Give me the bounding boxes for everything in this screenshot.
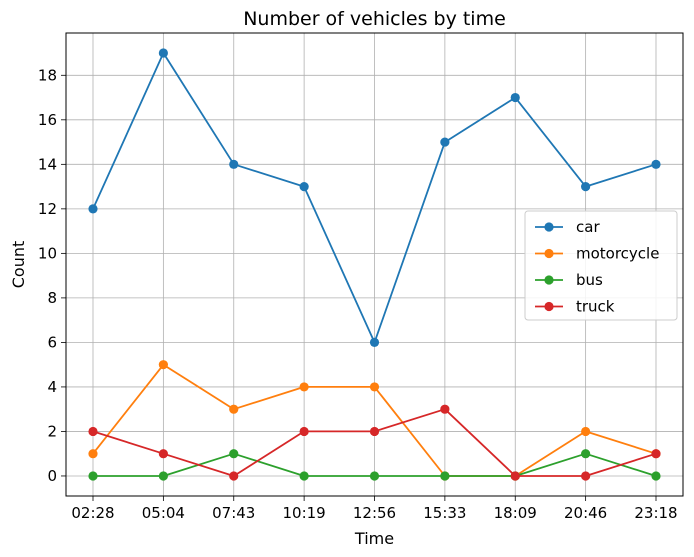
series-bus [88,449,661,481]
data-point-truck [369,426,380,437]
data-point-car [651,159,661,169]
data-point-car [581,181,591,192]
x-tick-label: 12:56 [353,504,396,522]
data-point-bus [88,471,98,481]
x-tick-label: 07:43 [212,504,255,522]
data-point-truck [510,471,520,481]
legend-box [524,210,678,321]
x-axis-label: Time [354,529,394,548]
x-axis-ticks: 02:28 05:04 07:43 10:19 12:56 15:33 18:09 20:46… [71,496,678,522]
y-tick-label: 2 [47,422,57,440]
legend-entry-bus: bus [535,271,603,289]
data-point-motorcycle [158,360,168,370]
legend: car motorcycle bus truck [524,210,678,321]
legend-label: car [576,218,600,236]
y-tick-label: 12 [38,200,57,218]
y-tick-label: 18 [38,66,57,84]
data-point-truck [299,426,309,437]
data-point-bus [158,471,168,481]
legend-marker [544,275,554,285]
x-tick-label: 23:18 [634,504,677,522]
y-tick-label: 4 [47,378,57,396]
legend-marker [544,301,554,312]
series-truck [88,404,661,481]
legend-marker [544,222,554,232]
y-tick-label: 8 [47,289,57,307]
y-tick-label: 14 [38,155,57,173]
data-point-bus [299,471,309,481]
y-tick-label: 16 [38,111,57,129]
data-point-car [369,337,380,348]
data-point-motorcycle [299,382,309,392]
y-axis-label: Count [9,241,28,289]
legend-entry-car: car [535,218,600,236]
chart-title: Number of vehicles by time [243,8,506,30]
x-tick-label: 15:33 [423,504,466,522]
data-point-bus [581,449,591,459]
x-tick-label: 10:19 [283,504,326,522]
data-point-car [158,48,168,58]
data-point-truck [581,471,591,481]
data-point-car [88,204,98,214]
data-point-truck [88,426,98,437]
legend-entry-truck: truck [535,298,615,316]
data-point-car [510,92,520,103]
y-tick-label: 10 [38,244,57,262]
legend-label: motorcycle [576,245,659,263]
data-point-truck [229,471,239,481]
data-point-car [299,181,309,192]
series-group [88,48,661,481]
data-point-truck [651,449,661,459]
data-point-motorcycle [369,382,380,392]
y-tick-label: 6 [47,333,57,351]
data-point-bus [229,449,239,459]
x-tick-label: 20:46 [564,504,607,522]
data-point-car [229,159,239,169]
data-point-car [440,137,450,147]
data-point-bus [440,471,450,481]
x-tick-label: 02:28 [71,504,114,522]
legend-marker [544,248,554,259]
legend-label: truck [576,298,615,316]
data-point-bus [369,471,380,481]
data-point-bus [651,471,661,481]
series-car [88,48,661,348]
legend-label: bus [576,271,603,289]
data-point-motorcycle [88,449,98,459]
data-point-truck [158,449,168,459]
data-point-motorcycle [581,426,591,437]
x-tick-label: 05:04 [142,504,185,522]
y-tick-label: 0 [47,467,57,485]
legend-entry-motorcycle: motorcycle [535,245,659,263]
x-tick-label: 18:09 [494,504,537,522]
data-point-motorcycle [229,404,239,414]
data-point-truck [440,404,450,414]
y-axis-ticks: 0 2 4 6 8 10 12 14 16 18 [38,66,66,485]
